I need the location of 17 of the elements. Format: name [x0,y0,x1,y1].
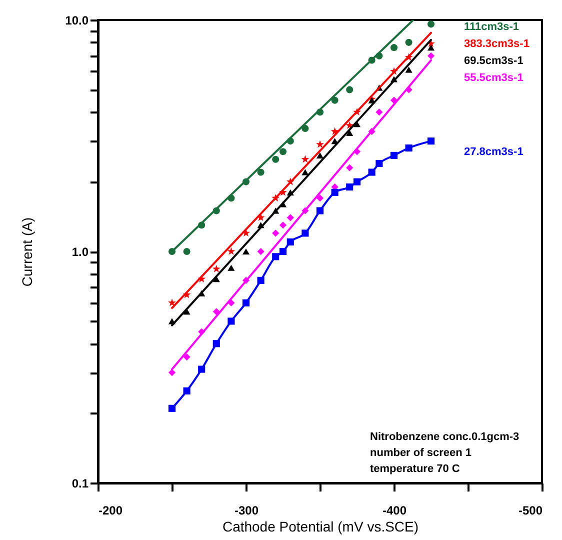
x-axis-title: Cathode Potential (mV vs.SCE) [222,518,419,534]
annotation: Nitrobenzene conc.0.1gcm-3 [370,431,520,443]
text: 55.5cm3s-1 [464,72,524,84]
text: 27.8cm3s-1 [464,146,524,158]
y-tick-label: 0.1 [72,476,89,490]
y-tick-label: 1.0 [72,245,89,259]
annotation: temperature 70 C [370,463,460,475]
x-tick-label: -500 [518,504,543,518]
text: 383.3cm3s-1 [464,38,530,50]
y-tick-label: 10.0 [65,14,89,28]
text: 69.5cm3s-1 [464,55,524,67]
x-tick-label: -300 [234,504,259,518]
text: 111cm3s-1 [464,21,520,33]
x-tick-label: -400 [382,504,407,518]
x-tick-label: -200 [98,504,123,518]
annotation: number of screen 1 [370,447,472,459]
y-axis-title: Current (A) [19,217,36,287]
